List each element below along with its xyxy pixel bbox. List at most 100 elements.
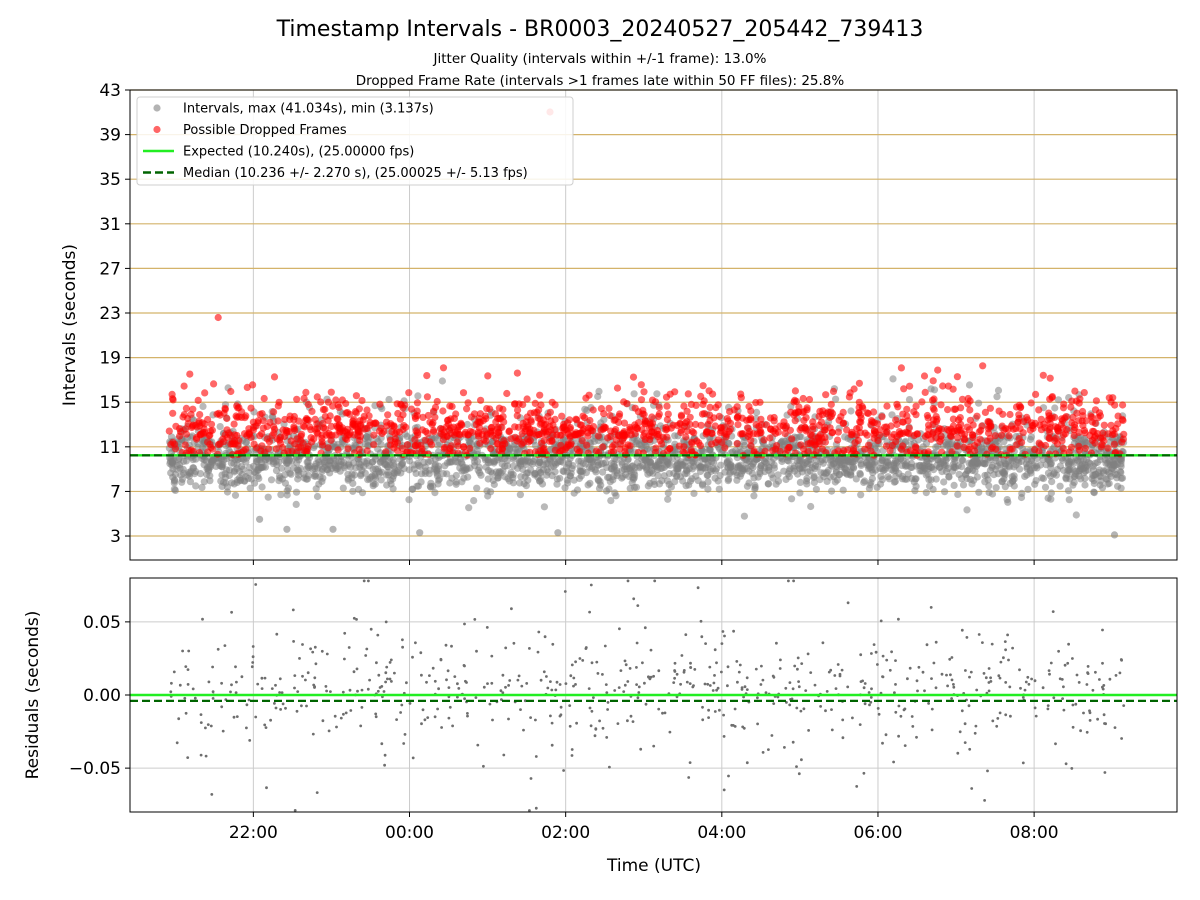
interval-point — [560, 468, 568, 476]
dropped-frame-point — [912, 411, 920, 419]
dropped-frame-point — [954, 416, 963, 424]
dropped-frame-point — [259, 424, 267, 432]
interval-point — [458, 478, 466, 486]
dropped-frame-point — [1016, 404, 1024, 412]
dropped-frame-point — [257, 447, 265, 455]
dropped-frame-point — [921, 388, 929, 396]
residual-point — [1018, 668, 1021, 672]
interval-point — [595, 387, 603, 395]
dropped-frame-point — [207, 443, 215, 452]
dropped-frame-point — [868, 418, 877, 426]
interval-point — [473, 484, 481, 492]
dropped-frame-point — [822, 391, 830, 399]
residual-point — [298, 657, 301, 660]
residual-point — [756, 722, 759, 726]
dropped-frame-point — [349, 420, 357, 428]
interval-point — [908, 463, 916, 471]
dropped-frame-point — [939, 382, 947, 390]
interval-point — [534, 473, 542, 481]
residual-point — [713, 710, 717, 713]
residual-point — [1033, 706, 1037, 710]
interval-point — [313, 492, 322, 501]
residual-point — [960, 709, 964, 713]
interval-point — [1014, 456, 1022, 464]
dropped-frame-point — [706, 403, 714, 411]
dropped-frame-point — [620, 434, 628, 442]
dropped-frame-point — [172, 422, 180, 430]
interval-point — [941, 488, 949, 496]
residual-point — [186, 668, 190, 671]
residual-point — [984, 676, 988, 680]
residual-point — [825, 690, 829, 693]
interval-point — [490, 457, 498, 465]
dropped-frame-point — [1014, 418, 1022, 426]
dropped-frame-point — [403, 448, 411, 456]
residual-point — [792, 579, 795, 583]
residual-point — [590, 661, 594, 665]
residual-point — [525, 682, 529, 685]
dropped-frame-point — [424, 429, 432, 437]
dropped-frame-point — [359, 416, 367, 424]
residual-point — [555, 680, 559, 684]
residual-point — [595, 660, 599, 664]
dropped-frame-point — [633, 424, 642, 433]
dropped-frame-point — [760, 436, 768, 444]
residual-point — [923, 689, 926, 693]
residual-point — [701, 718, 705, 722]
bottom-x-tick-label: 06:00 — [853, 823, 902, 843]
residual-point — [204, 754, 208, 758]
interval-point — [950, 455, 958, 463]
dropped-frame-point — [283, 428, 291, 436]
residual-point — [211, 690, 215, 694]
dropped-frame-point — [892, 416, 900, 424]
residual-point — [230, 610, 234, 614]
residual-point — [508, 679, 512, 682]
residual-point — [1046, 704, 1050, 707]
dropped-frame-point — [558, 412, 566, 420]
interval-point — [1051, 404, 1059, 412]
residual-point — [447, 716, 451, 720]
residual-point — [482, 764, 485, 768]
dropped-frame-point — [1059, 431, 1068, 439]
residual-point — [324, 685, 328, 688]
residual-point — [475, 649, 478, 653]
interval-point — [1004, 498, 1012, 506]
dropped-frame-point — [755, 422, 763, 430]
dropped-frame-point — [762, 421, 771, 429]
residual-point — [274, 706, 278, 710]
residual-point — [1094, 670, 1097, 674]
interval-point — [435, 475, 444, 483]
residual-point — [950, 656, 954, 659]
residual-point — [1086, 665, 1090, 668]
interval-point — [358, 489, 367, 497]
residual-point — [474, 696, 478, 699]
residual-point — [890, 650, 893, 654]
dropped-frame-point — [822, 409, 831, 418]
interval-point — [924, 470, 932, 478]
residual-point — [399, 711, 402, 714]
residual-point — [466, 712, 469, 715]
dropped-frame-point — [815, 440, 823, 448]
dropped-frame-point — [228, 440, 236, 448]
dropped-frame-point — [439, 364, 448, 372]
interval-point — [434, 441, 442, 449]
residual-point — [355, 618, 358, 621]
residual-point — [315, 791, 319, 794]
dropped-frame-point — [1071, 387, 1079, 395]
residual-point — [745, 688, 749, 691]
interval-point — [607, 497, 615, 505]
dropped-frame-point — [1019, 418, 1028, 426]
residual-point — [232, 715, 236, 719]
interval-point — [1090, 489, 1098, 497]
dropped-frame-point — [711, 422, 719, 430]
residual-point — [490, 681, 494, 685]
dropped-frame-point — [785, 444, 793, 452]
dropped-frame-point — [169, 395, 177, 403]
interval-point — [171, 486, 179, 494]
residual-point — [877, 712, 881, 716]
dropped-frame-point — [706, 417, 714, 425]
residual-point — [401, 645, 404, 649]
residual-point — [863, 682, 867, 685]
dropped-frame-point — [247, 404, 255, 412]
